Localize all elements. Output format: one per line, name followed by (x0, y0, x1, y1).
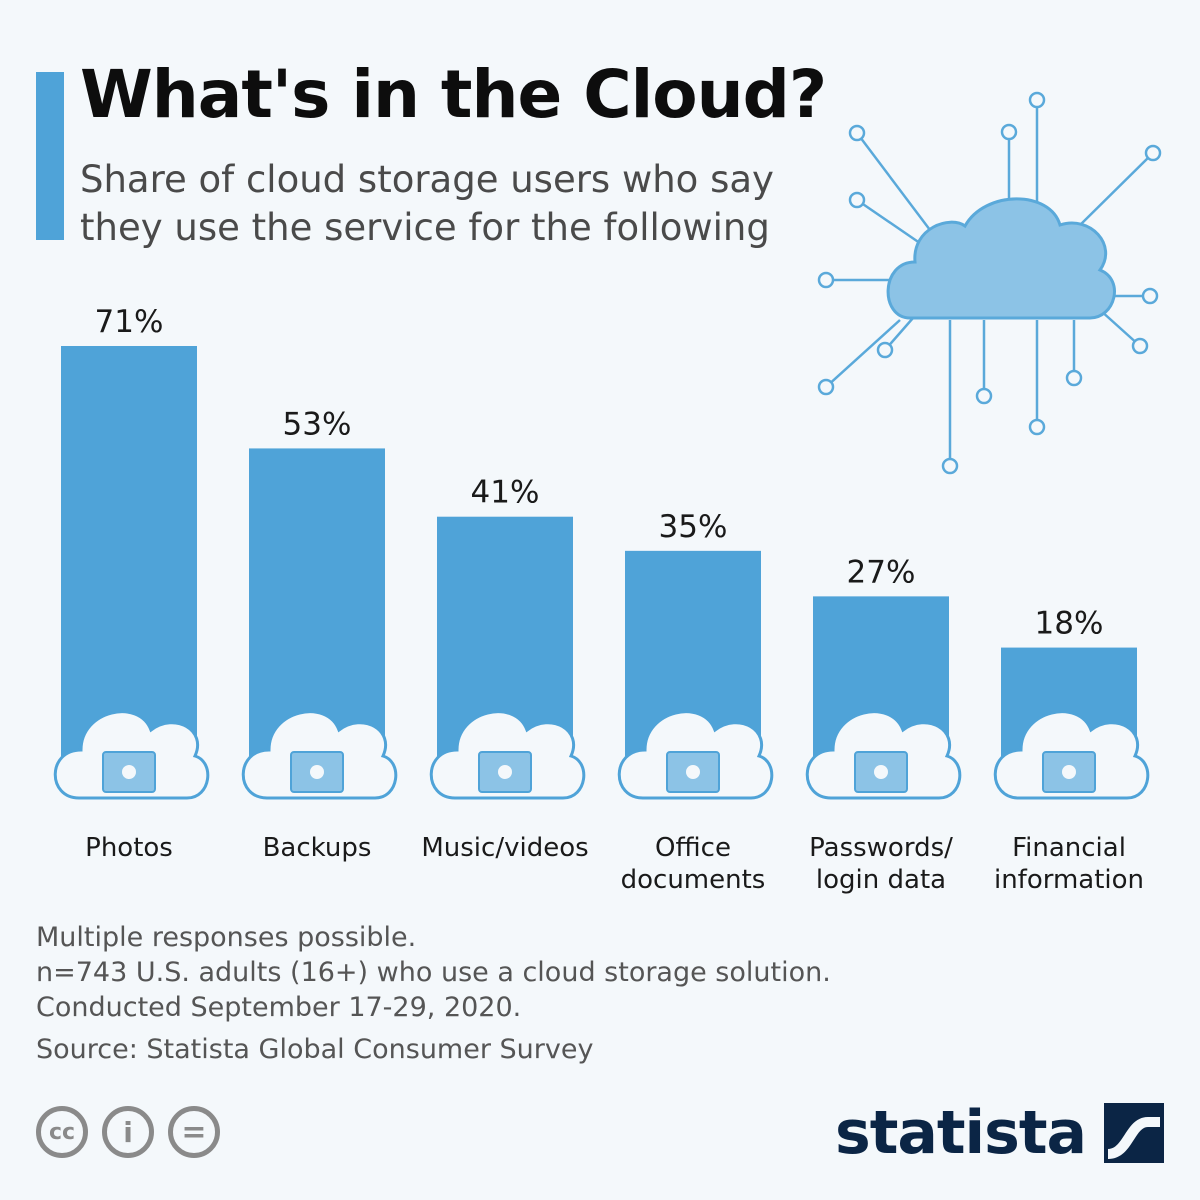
statista-logo-icon (1104, 1103, 1164, 1163)
title-accent-bar (36, 72, 64, 240)
no-derivatives-icon[interactable]: = (168, 1106, 220, 1158)
note-line: Multiple responses possible. (36, 922, 417, 953)
icon-glyph-dot (874, 765, 888, 779)
network-cloud-icon (817, 91, 1162, 475)
bar-value-label: 41% (471, 475, 540, 511)
password-lock-icon (805, 710, 962, 800)
category-label: Passwords/ (809, 833, 953, 863)
icon-glyph-dot (498, 765, 512, 779)
document-icon (617, 710, 774, 800)
note-line: n=743 U.S. adults (16+) who use a cloud … (36, 957, 831, 988)
category-label: Backups (263, 833, 372, 863)
bar-value-label: 27% (847, 554, 916, 590)
by-glyph: i (123, 1115, 133, 1149)
cc-glyph: cc (48, 1119, 76, 1145)
backup-lock-icon (241, 710, 398, 800)
icon-glyph-dot (1062, 765, 1076, 779)
icon-glyph-dot (122, 765, 136, 779)
icon-glyph-dot (686, 765, 700, 779)
category-label: documents (621, 865, 766, 895)
creative-commons-icon[interactable]: cc (36, 1106, 88, 1158)
bar[interactable] (61, 346, 197, 760)
category-label: login data (816, 865, 946, 895)
bar-value-label: 35% (659, 509, 728, 545)
source-text: Source: Statista Global Consumer Survey (36, 1034, 594, 1065)
note-line: Conducted September 17-29, 2020. (36, 992, 522, 1023)
chart-title: What's in the Cloud? (80, 56, 827, 133)
music-video-icon (429, 710, 586, 800)
bar-value-label: 18% (1035, 606, 1104, 642)
financial-icon (993, 710, 1150, 800)
chart-notes: Multiple responses possible. n=743 U.S. … (36, 920, 831, 1025)
photos-icon (53, 710, 210, 800)
category-label: Music/videos (421, 833, 588, 863)
statista-logo[interactable]: statista (835, 1098, 1164, 1168)
bar-value-label: 71% (95, 304, 164, 340)
brand-name: statista (834, 1098, 1087, 1168)
category-label: Office (655, 833, 731, 863)
bar-value-label: 53% (283, 406, 352, 442)
category-label: Financial (1012, 833, 1126, 863)
category-label: Photos (85, 833, 173, 863)
category-label: information (994, 865, 1144, 895)
icon-glyph-dot (310, 765, 324, 779)
attribution-icon[interactable]: i (102, 1106, 154, 1158)
bar[interactable] (249, 448, 385, 760)
license-badges[interactable]: cc i = (36, 1106, 220, 1158)
chart-subtitle: Share of cloud storage users who say the… (80, 158, 774, 249)
nd-glyph: = (181, 1114, 207, 1150)
